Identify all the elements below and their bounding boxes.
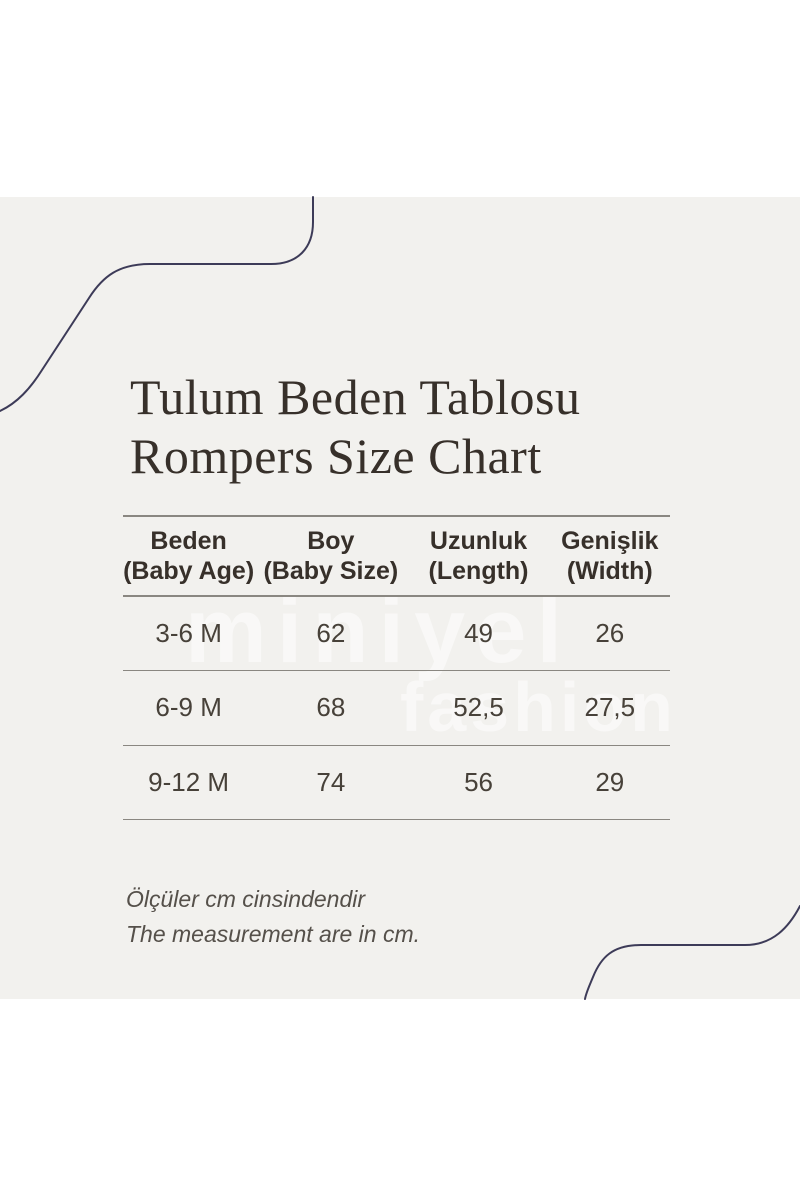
cell-length: 52,5 <box>453 692 504 723</box>
cell-size: 62 <box>316 618 346 649</box>
table-row: 6-9 M 68 52,5 27,5 <box>123 671 670 746</box>
table-row: 9-12 M 74 56 29 <box>123 746 670 820</box>
cell-length: 49 <box>464 618 493 649</box>
cell-length: 56 <box>464 766 493 797</box>
measurement-note-turkish: Ölçüler cm cinsindendir <box>126 886 366 912</box>
column-header-sublabel: (Baby Age) <box>123 557 255 585</box>
cell-width: 29 <box>595 766 625 797</box>
column-header-label: Genişlik <box>561 527 659 555</box>
column-header-length: Uzunluk (Length) <box>407 526 549 586</box>
column-header-label: Boy <box>307 527 355 555</box>
page-title: Tulum Beden Tablosu Rompers Size Chart <box>130 368 581 486</box>
column-header-label: Uzunluk <box>429 527 528 555</box>
cell-age: 6-9 M <box>155 692 222 723</box>
cell-size: 74 <box>316 766 346 797</box>
column-header-sublabel: (Baby Size) <box>263 557 399 585</box>
cell-width: 27,5 <box>584 692 636 723</box>
cell-width: 26 <box>595 618 625 649</box>
size-table-header-row: Beden (Baby Age) Boy (Baby Size) Uzunluk… <box>123 515 670 597</box>
measurement-note-english: The measurement are in cm. <box>126 921 421 947</box>
column-header-baby-size: Boy (Baby Size) <box>254 526 407 586</box>
page-title-english: Rompers Size Chart <box>130 428 542 484</box>
measurement-note: Ölçüler cm cinsindendir The measurement … <box>126 882 420 952</box>
cell-age: 3-6 M <box>155 618 222 649</box>
column-header-label: Beden <box>150 527 227 555</box>
page-title-turkish: Tulum Beden Tablosu <box>130 369 581 425</box>
column-header-baby-age: Beden (Baby Age) <box>123 526 254 586</box>
column-header-sublabel: (Length) <box>428 557 529 585</box>
column-header-sublabel: (Width) <box>566 557 653 585</box>
table-row: 3-6 M 62 49 26 <box>123 597 670 672</box>
size-table: Beden (Baby Age) Boy (Baby Size) Uzunluk… <box>123 515 670 820</box>
cell-size: 68 <box>316 692 346 723</box>
cell-age: 9-12 M <box>148 766 230 797</box>
column-header-width: Genişlik (Width) <box>550 526 670 586</box>
